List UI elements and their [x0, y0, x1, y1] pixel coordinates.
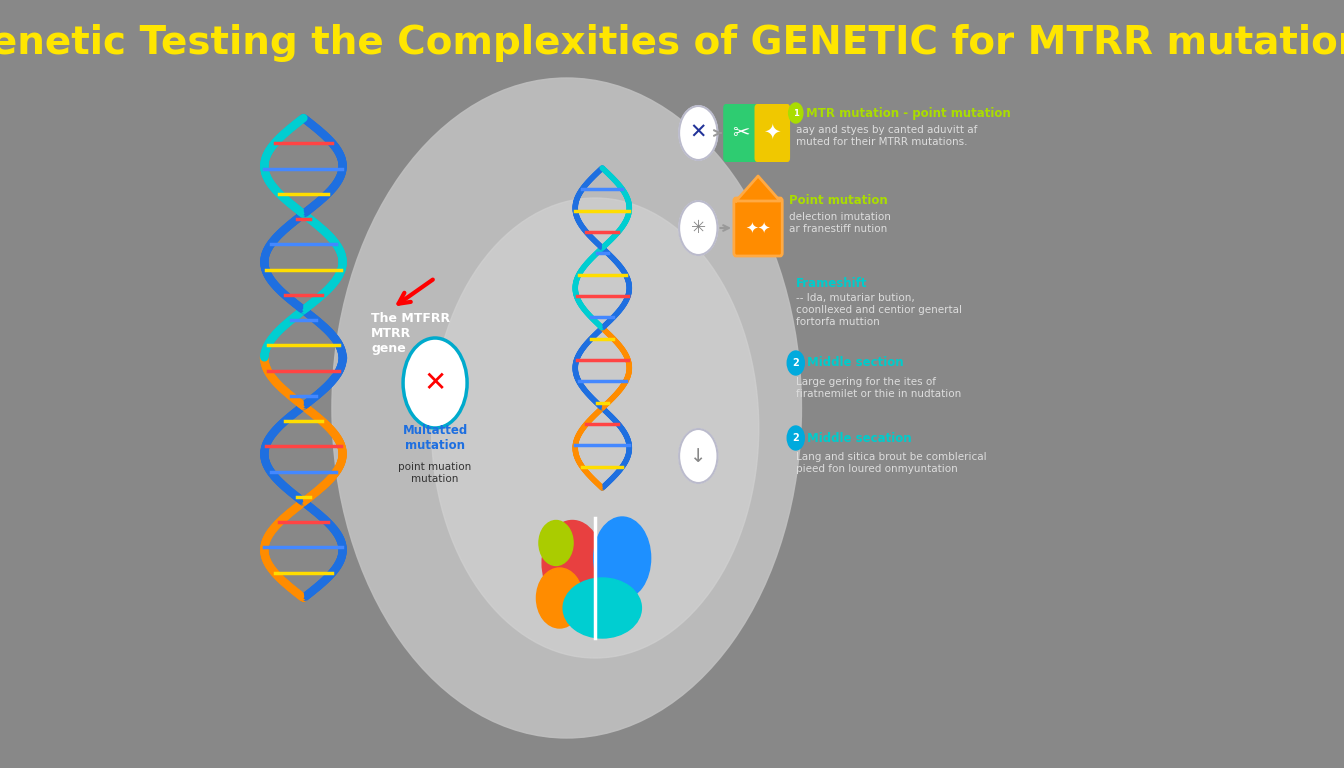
Ellipse shape [542, 521, 602, 605]
Text: The MTFRR
MTRR
gene: The MTFRR MTRR gene [371, 312, 450, 355]
Text: 2: 2 [793, 433, 800, 443]
Ellipse shape [594, 517, 650, 599]
Circle shape [789, 103, 802, 123]
Text: ✕: ✕ [423, 369, 446, 397]
Text: ↓: ↓ [689, 446, 707, 465]
Text: Large gering for the ites of
firatnemilet or thie in nudtation: Large gering for the ites of firatnemile… [796, 377, 961, 399]
Text: MTR mutation - point mutation: MTR mutation - point mutation [805, 107, 1011, 120]
Polygon shape [737, 176, 780, 201]
FancyBboxPatch shape [723, 104, 759, 162]
Circle shape [332, 78, 801, 738]
FancyBboxPatch shape [754, 104, 790, 162]
Circle shape [679, 106, 718, 160]
Text: -- Ida, mutariar bution,
coonllexed and centior genertal
fortorfa muttion: -- Ida, mutariar bution, coonllexed and … [796, 293, 962, 326]
Text: ✳: ✳ [691, 219, 706, 237]
Text: Point mutation: Point mutation [789, 194, 887, 207]
Circle shape [403, 338, 468, 428]
Text: ✦✦: ✦✦ [746, 220, 771, 236]
Text: Genetic Testing the Complexities of GENETIC for MTRR mutations: Genetic Testing the Complexities of GENE… [0, 24, 1344, 62]
Text: Middle section: Middle section [808, 356, 903, 369]
Text: aay and styes by canted aduvitt af
muted for their MTRR mutations.: aay and styes by canted aduvitt af muted… [796, 125, 977, 147]
Circle shape [788, 426, 804, 450]
Text: 1: 1 [793, 108, 798, 118]
Text: ✂: ✂ [732, 123, 750, 143]
Circle shape [679, 429, 718, 483]
Circle shape [788, 351, 804, 375]
Text: delection imutation
ar franestiff nution: delection imutation ar franestiff nution [789, 212, 891, 233]
Text: Multatted
mutation: Multatted mutation [402, 424, 468, 452]
FancyBboxPatch shape [734, 198, 782, 256]
Ellipse shape [536, 568, 583, 628]
Text: ✦: ✦ [763, 123, 781, 143]
Ellipse shape [539, 521, 573, 565]
Text: point muation
mutation: point muation mutation [398, 462, 472, 484]
Text: 2: 2 [793, 358, 800, 368]
Ellipse shape [563, 578, 641, 638]
Text: Lang and sitica brout be comblerical
pieed fon loured onmyuntation: Lang and sitica brout be comblerical pie… [796, 452, 986, 474]
Circle shape [431, 198, 759, 658]
Circle shape [679, 201, 718, 255]
Text: Frameshift: Frameshift [796, 276, 867, 290]
Text: ✕: ✕ [689, 123, 707, 143]
Text: Middle secation: Middle secation [808, 432, 911, 445]
